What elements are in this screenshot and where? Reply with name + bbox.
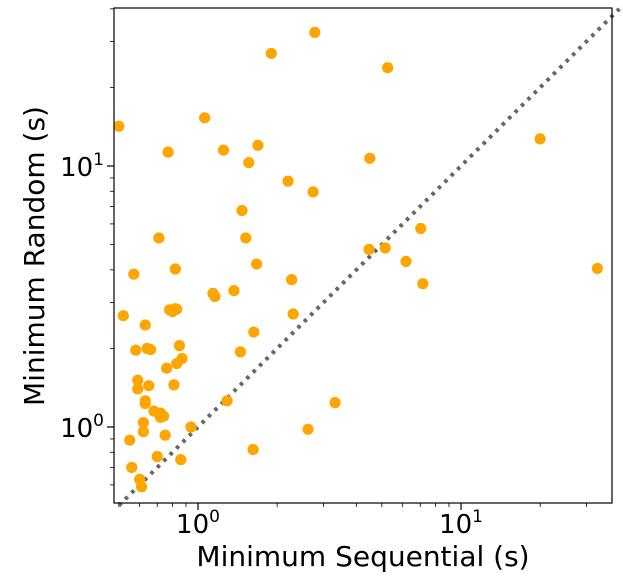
data-point [153, 232, 165, 244]
data-point [379, 242, 391, 254]
data-point [168, 379, 180, 391]
data-point [236, 204, 248, 217]
data-point [282, 175, 294, 187]
data-point [250, 258, 263, 270]
data-point [248, 326, 260, 338]
data-point [400, 255, 412, 268]
data-point [158, 410, 170, 422]
y-tick-label-10: 101 [60, 150, 104, 183]
data-point [217, 144, 230, 156]
x-axis-label: Minimum Sequential (s) [196, 540, 529, 573]
data-point [151, 451, 163, 463]
data-point [240, 232, 252, 244]
data-point [144, 343, 157, 356]
data-point [176, 352, 188, 365]
data-point [185, 421, 197, 433]
data-point [128, 268, 140, 280]
data-point [139, 319, 151, 331]
data-point [287, 308, 299, 320]
data-point [162, 146, 174, 158]
data-point [221, 395, 233, 407]
data-point [161, 362, 173, 374]
data-point [309, 26, 321, 38]
data-point [228, 285, 240, 297]
data-point [124, 434, 136, 446]
major-ticks [107, 165, 462, 510]
data-point [175, 454, 187, 466]
data-point [363, 243, 375, 256]
data-point [364, 152, 376, 164]
data-point [302, 423, 314, 435]
y-tick-label-1: 100 [60, 411, 104, 444]
data-point [534, 133, 546, 145]
data-point [234, 346, 247, 358]
data-point [126, 461, 138, 474]
data-point [243, 157, 255, 169]
data-point [382, 62, 394, 74]
data-point [252, 139, 264, 151]
data-point [139, 397, 151, 410]
x-tick-label-10: 101 [439, 507, 483, 540]
data-point [132, 374, 144, 386]
data-point [307, 186, 319, 198]
data-point [143, 380, 155, 392]
plot-frame [113, 7, 613, 504]
minor-ticks [110, 8, 587, 507]
data-point [209, 290, 221, 303]
data-point [591, 262, 603, 275]
data-point [132, 383, 144, 395]
y-axis-label: Minimum Random (s) [18, 106, 51, 406]
data-point [199, 112, 211, 124]
data-point [415, 222, 427, 235]
data-point [173, 340, 186, 352]
x-tick-label-1: 100 [176, 507, 220, 540]
data-point [286, 274, 298, 286]
data-point [169, 263, 181, 275]
data-point [117, 310, 129, 322]
data-point [247, 443, 259, 456]
data-point [265, 47, 277, 60]
data-point [159, 429, 171, 441]
reference-line-y-equals-x [117, 7, 621, 507]
data-point [135, 481, 148, 493]
data-point [329, 397, 341, 409]
data-point [130, 344, 142, 356]
data-points [114, 26, 603, 493]
data-point [137, 416, 149, 429]
data-point [417, 278, 429, 290]
data-point [137, 426, 149, 438]
data-point [171, 303, 183, 315]
data-point [114, 120, 125, 132]
